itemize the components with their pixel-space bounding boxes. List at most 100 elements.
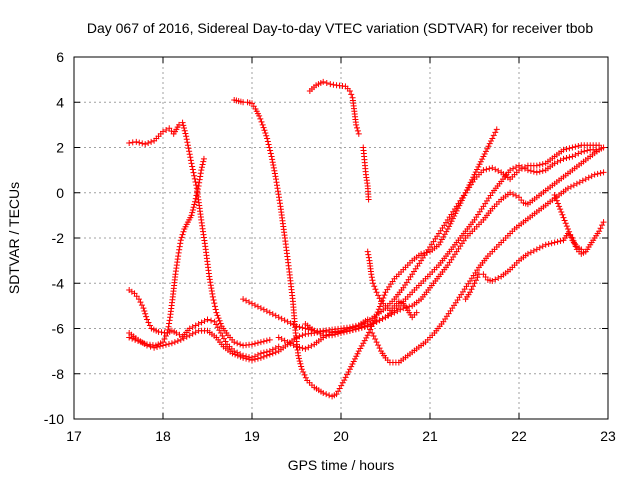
data-point [268, 153, 275, 160]
data-point [536, 161, 543, 168]
data-point [184, 142, 191, 149]
data-point [208, 317, 215, 324]
data-point [145, 139, 152, 146]
data-point [211, 318, 218, 325]
data-point [201, 317, 208, 324]
data-point [199, 161, 206, 168]
data-point [211, 303, 218, 310]
data-point [594, 170, 601, 177]
data-point [599, 222, 606, 229]
data-point [346, 366, 353, 373]
data-point [215, 315, 222, 322]
data-point [597, 170, 604, 177]
data-point [413, 309, 420, 316]
data-point [435, 241, 442, 248]
data-point [326, 392, 333, 399]
data-point [314, 329, 321, 336]
data-point [179, 119, 186, 126]
data-point [326, 331, 333, 338]
data-point [263, 132, 270, 139]
data-point [518, 164, 525, 171]
data-point [214, 324, 221, 331]
data-point [600, 169, 607, 176]
data-point [569, 153, 576, 160]
data-point [302, 374, 309, 381]
data-point [353, 121, 360, 128]
data-point [372, 286, 379, 293]
data-point [298, 366, 305, 373]
data-point [194, 186, 201, 193]
data-point [361, 337, 368, 344]
data-point [353, 353, 360, 360]
data-point [270, 164, 277, 171]
data-point [490, 132, 497, 139]
data-point [492, 166, 499, 173]
chart-title: Day 067 of 2016, Sidereal Day-to-day VTE… [87, 20, 594, 36]
y-tick-label: 6 [56, 49, 64, 65]
data-point [560, 146, 567, 153]
x-tick-label: 20 [333, 428, 349, 444]
data-point [563, 223, 570, 230]
data-point [379, 315, 386, 322]
data-point [472, 169, 479, 176]
data-point [566, 145, 573, 152]
data-point [563, 155, 570, 162]
data-point [320, 389, 327, 396]
data-point [572, 143, 579, 150]
data-point [234, 352, 241, 359]
data-point [585, 174, 592, 181]
series-arc-3 [126, 316, 371, 364]
data-point [477, 158, 484, 165]
data-point [198, 167, 205, 174]
data-point [213, 321, 220, 328]
data-point [369, 330, 376, 337]
data-point [209, 290, 216, 297]
data-point [266, 336, 273, 343]
data-point [480, 153, 487, 160]
data-point [197, 170, 204, 177]
x-tick-label: 21 [422, 428, 438, 444]
data-point [492, 129, 499, 136]
data-point [162, 341, 169, 348]
x-tick-label: 22 [511, 428, 527, 444]
data-point [175, 249, 182, 256]
data-point [556, 203, 563, 210]
data-point [564, 225, 571, 232]
data-point [551, 239, 558, 246]
data-point [579, 177, 586, 184]
data-point [493, 126, 500, 133]
data-point [191, 201, 198, 208]
data-point [346, 327, 353, 334]
data-point [211, 300, 218, 307]
data-point [229, 350, 236, 357]
data-point [185, 145, 192, 152]
data-point [358, 324, 365, 331]
data-point [569, 144, 576, 151]
data-point [200, 155, 207, 162]
data-point [189, 330, 196, 337]
data-point [495, 274, 502, 281]
series-arc-12 [364, 248, 420, 321]
data-point [370, 280, 377, 287]
data-point [576, 179, 583, 186]
data-point [186, 148, 193, 155]
data-point [513, 192, 520, 199]
data-point [266, 351, 273, 358]
data-point [348, 91, 355, 98]
data-point [299, 332, 306, 339]
data-point [354, 350, 361, 357]
data-point [266, 309, 273, 316]
data-point [166, 320, 173, 327]
data-point [475, 163, 482, 170]
data-point [486, 140, 493, 147]
data-point [560, 155, 567, 162]
x-tick-label: 18 [155, 428, 171, 444]
data-point [365, 329, 372, 336]
data-point [335, 388, 342, 395]
data-point [217, 320, 224, 327]
data-point [195, 320, 202, 327]
data-point [394, 308, 401, 315]
data-point [183, 136, 190, 143]
data-point [338, 382, 345, 389]
